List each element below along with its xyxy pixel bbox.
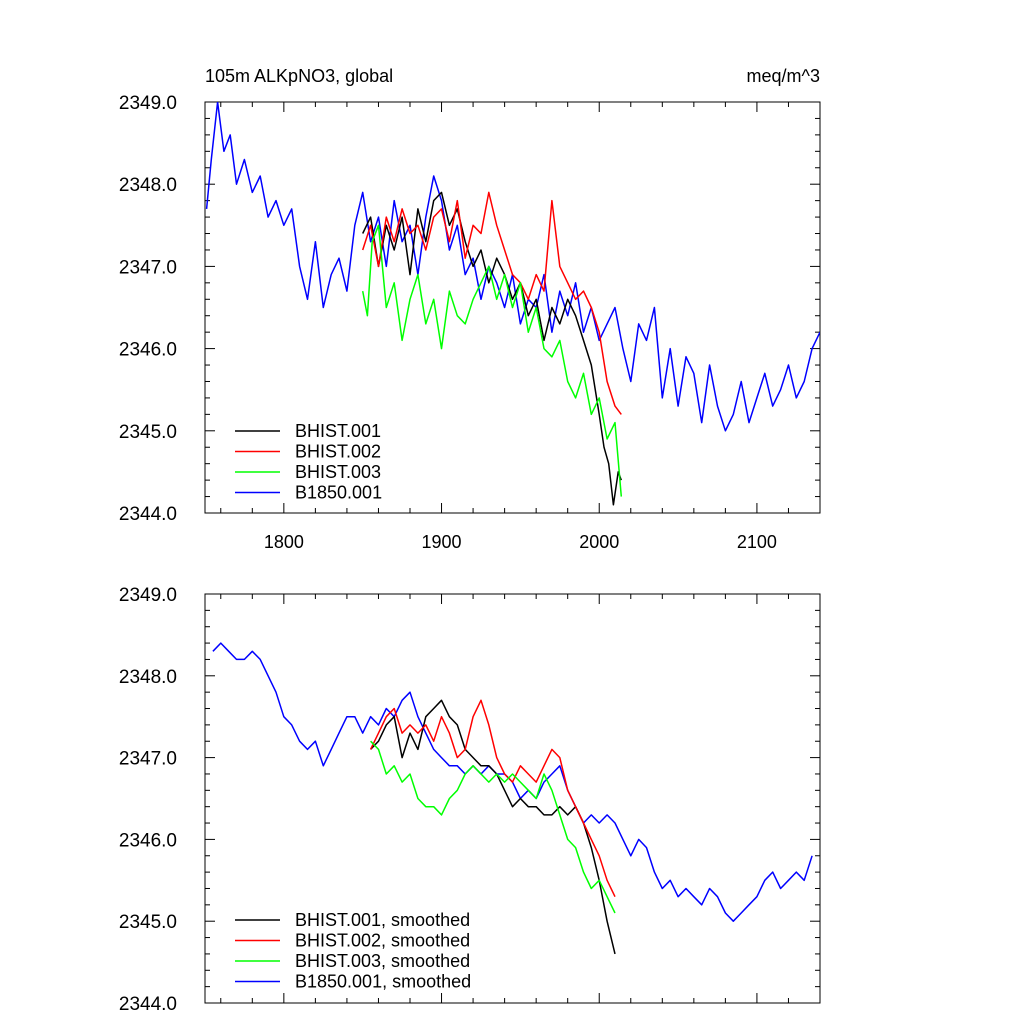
legend-label-1: BHIST.002, smoothed — [295, 931, 470, 951]
series-line-1 — [369, 699, 616, 898]
series-line-3 — [205, 102, 820, 432]
chart-panel-2: 2344.0 2345.0 2346.0 2347.0 2348.0 2349.0 BHIS… — [119, 585, 821, 1015]
legend-label-0: BHIST.001 — [295, 421, 381, 441]
y-tick-label: 2345.0 — [119, 912, 177, 933]
series-line-1 — [361, 191, 622, 415]
y-tick-label: 2347.0 — [119, 749, 177, 770]
x-tick-label: 1800 — [264, 532, 304, 552]
y-tick-label: 2345.0 — [119, 422, 177, 443]
series-group — [205, 102, 820, 506]
series-line-0 — [370, 699, 616, 955]
series-line-0 — [362, 191, 623, 506]
chart-panels: 1800 1900 2000 2100 2344.0 2345.0 2346.0 2347.0… — [119, 93, 821, 1015]
plot-frame — [204, 593, 821, 1004]
legend-label-0: BHIST.001, smoothed — [295, 910, 470, 930]
y-tick-label: 2346.0 — [119, 830, 177, 851]
series-group — [212, 642, 813, 955]
legend-label-3: B1850.001 — [295, 483, 382, 503]
x-tick-label: 2100 — [737, 532, 777, 552]
legend-label-3: B1850.001, smoothed — [295, 972, 471, 992]
chart-title-right: meq/m^3 — [747, 66, 820, 86]
legend-label-2: BHIST.003 — [295, 462, 381, 482]
y-tick-label: 2348.0 — [119, 175, 177, 196]
chart-panel-1: 1800 1900 2000 2100 2344.0 2345.0 2346.0 2347.0… — [119, 93, 821, 552]
y-tick-label: 2349.0 — [119, 585, 177, 606]
chart-title-left: 105m ALKpNO3, global — [205, 66, 393, 86]
y-tick-label: 2347.0 — [119, 257, 177, 278]
y-tick-label: 2344.0 — [119, 994, 177, 1015]
y-tick-label: 2348.0 — [119, 667, 177, 688]
y-tick-label: 2349.0 — [119, 93, 177, 114]
legend-label-2: BHIST.003, smoothed — [295, 951, 470, 971]
x-tick-label: 2000 — [579, 532, 619, 552]
series-line-2 — [361, 224, 623, 497]
plot-frame — [204, 101, 821, 514]
legend-label-1: BHIST.002 — [295, 442, 381, 462]
x-tick-label: 1900 — [422, 532, 462, 552]
y-tick-label: 2346.0 — [119, 340, 177, 361]
series-line-2 — [370, 740, 616, 914]
y-tick-label: 2344.0 — [119, 504, 177, 525]
